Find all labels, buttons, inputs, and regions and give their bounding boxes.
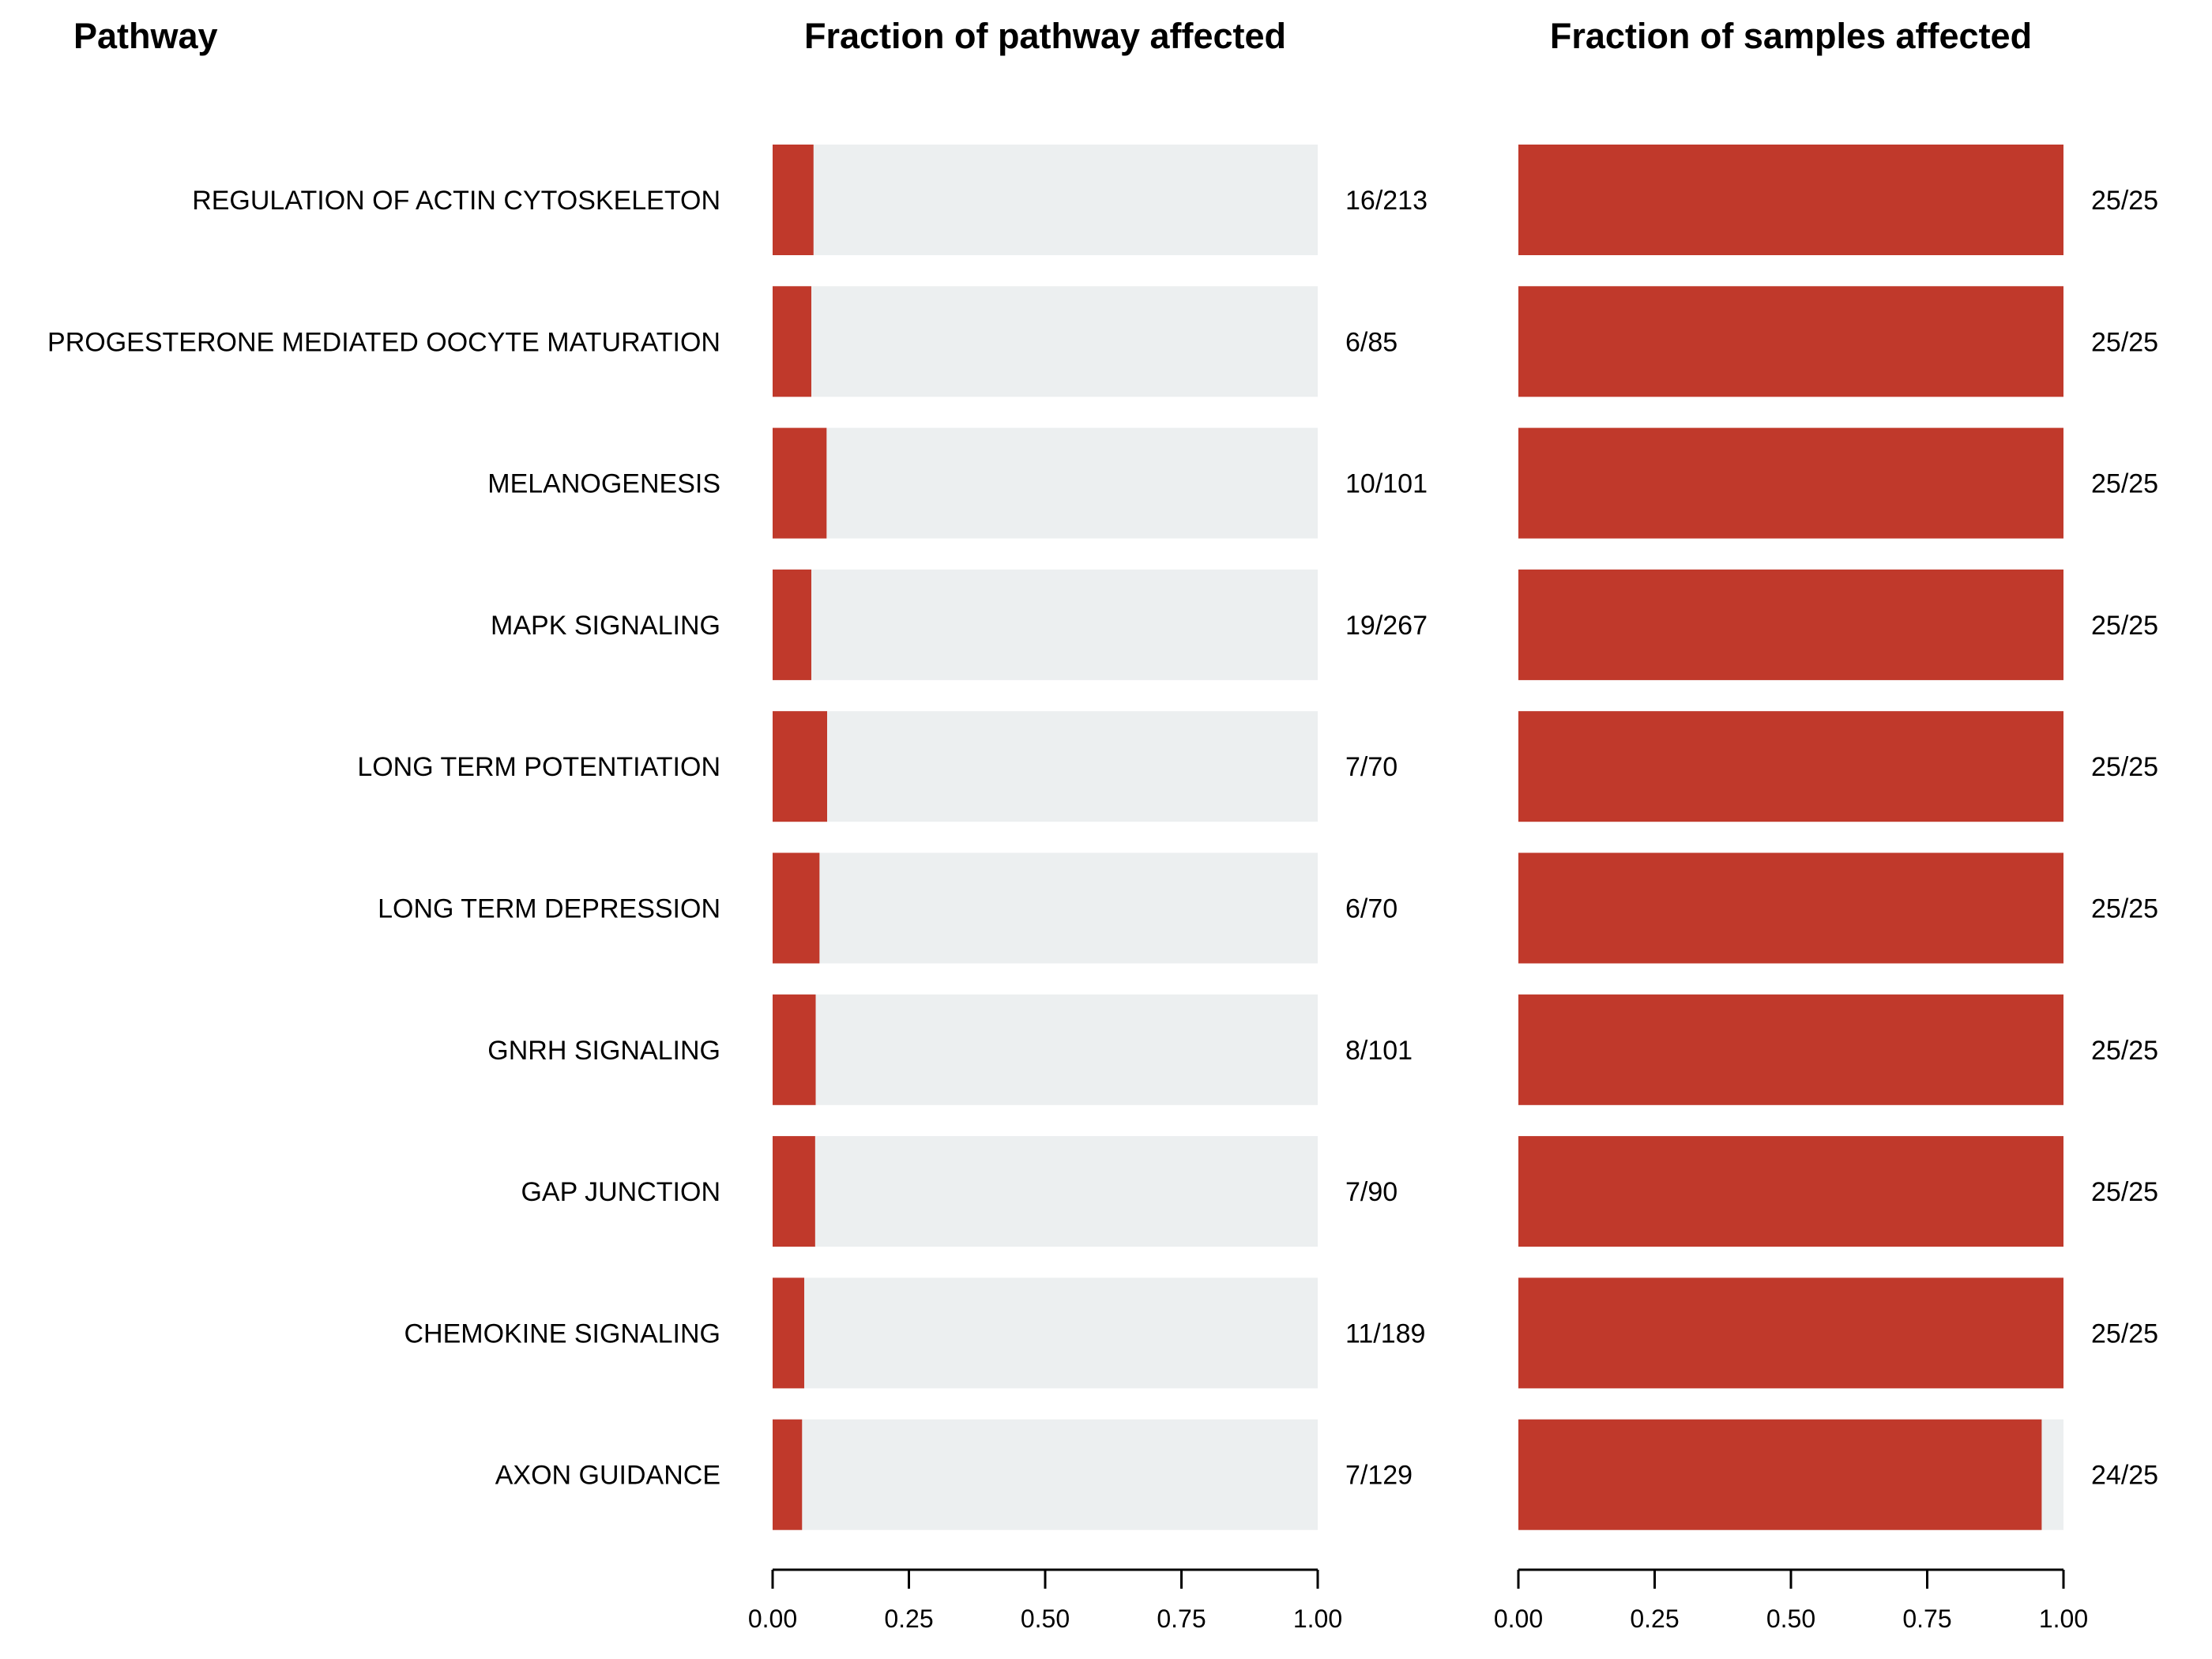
panel-2-tick-label-2: 0.50 (1766, 1604, 1815, 1633)
panel-1-bar-gnrh-signaling (773, 994, 816, 1105)
panel-1-count-label-long-term-potentiation: 7/70 (1345, 752, 1398, 782)
panel-2-bar-axon-guidance (1518, 1419, 2042, 1530)
panel-2-bar-mapk-signaling (1518, 569, 2063, 680)
panel-2-bar-gnrh-signaling (1518, 994, 2063, 1105)
panel-2-count-label-chemokine-signaling: 25/25 (2091, 1319, 2158, 1349)
panel-2-bar-long-term-potentiation (1518, 711, 2063, 822)
panel-1-background-bar-gnrh-signaling (773, 994, 1318, 1105)
chart-panels: Fraction of pathway affected 16/213 6/85 10… (748, 16, 2158, 1633)
row-label-regulation-of-actin-cytoskeleton: REGULATION OF ACTIN CYTOSKELETON (192, 186, 720, 216)
panel-2-count-label-long-term-depression: 25/25 (2091, 894, 2158, 924)
panel-2-count-label-gnrh-signaling: 25/25 (2091, 1036, 2158, 1066)
panel-1-count-label-mapk-signaling: 19/267 (1345, 611, 1428, 641)
panel-2-bar-progesterone-mediated-oocyte-maturation (1518, 286, 2063, 397)
panel-1-background-bar-mapk-signaling (773, 569, 1318, 680)
panel-2-bar-gap-junction (1518, 1136, 2063, 1247)
panel-1-background-bar-long-term-depression (773, 852, 1318, 964)
panel-2-tick-label-4: 1.00 (2039, 1604, 2088, 1633)
panel-1-bar-long-term-potentiation (773, 711, 827, 822)
panel-1-tick-label-2: 0.50 (1021, 1604, 1070, 1633)
panel-1-bar-mapk-signaling (773, 569, 811, 680)
panel-1: Fraction of pathway affected 16/213 6/85 10… (748, 16, 1428, 1633)
panel-2-bar-chemokine-signaling (1518, 1277, 2063, 1389)
panel-2-title: Fraction of samples affected (1550, 16, 2032, 56)
panel-1-background-bar-gap-junction (773, 1136, 1318, 1247)
panel-1-count-label-chemokine-signaling: 11/189 (1345, 1319, 1425, 1349)
row-label-melanogenesis: MELANOGENESIS (487, 469, 720, 499)
panel-2: Fraction of samples affected 25/25 25/25 25… (1494, 16, 2158, 1633)
panel-2-count-label-mapk-signaling: 25/25 (2091, 611, 2158, 641)
panel-1-bar-long-term-depression (773, 852, 820, 964)
row-label-gnrh-signaling: GNRH SIGNALING (487, 1036, 720, 1066)
panel-2-count-label-regulation-of-actin-cytoskeleton: 25/25 (2091, 186, 2158, 216)
panel-2-count-label-long-term-potentiation: 25/25 (2091, 752, 2158, 782)
row-label-axon-guidance: AXON GUIDANCE (495, 1461, 720, 1491)
panel-2-tick-label-0: 0.00 (1494, 1604, 1543, 1633)
panel-1-title: Fraction of pathway affected (804, 16, 1286, 56)
panel-2-tick-label-3: 0.75 (1902, 1604, 1951, 1633)
panel-2-bar-regulation-of-actin-cytoskeleton (1518, 145, 2063, 255)
row-label-progesterone-mediated-oocyte-maturation: PROGESTERONE MEDIATED OOCYTE MATURATION (47, 327, 720, 357)
row-label-long-term-potentiation: LONG TERM POTENTIATION (357, 752, 720, 782)
panel-2-count-label-gap-junction: 25/25 (2091, 1177, 2158, 1207)
panel-1-count-label-regulation-of-actin-cytoskeleton: 16/213 (1345, 186, 1428, 216)
pathway-row-labels: REGULATION OF ACTIN CYTOSKELETON PROGESTE… (47, 186, 720, 1491)
panel-1-tick-label-1: 0.25 (884, 1604, 933, 1633)
panel-1-tick-label-0: 0.00 (748, 1604, 797, 1633)
panel-1-count-label-long-term-depression: 6/70 (1345, 894, 1398, 924)
pathway-column-header: Pathway (73, 16, 218, 56)
panel-1-count-label-axon-guidance: 7/129 (1345, 1461, 1413, 1491)
panel-1-bar-axon-guidance (773, 1419, 803, 1530)
panel-1-bar-regulation-of-actin-cytoskeleton (773, 145, 814, 255)
panel-1-count-label-gap-junction: 7/90 (1345, 1177, 1398, 1207)
panel-2-count-label-axon-guidance: 24/25 (2091, 1461, 2158, 1491)
panel-2-bar-long-term-depression (1518, 852, 2063, 964)
panel-1-background-bar-regulation-of-actin-cytoskeleton (773, 145, 1318, 255)
row-label-chemokine-signaling: CHEMOKINE SIGNALING (404, 1319, 720, 1349)
panel-2-count-label-melanogenesis: 25/25 (2091, 469, 2158, 499)
panel-1-background-bar-melanogenesis (773, 427, 1318, 539)
panel-1-bar-melanogenesis (773, 427, 827, 539)
panel-2-bar-melanogenesis (1518, 427, 2063, 539)
panel-1-bar-progesterone-mediated-oocyte-maturation (773, 286, 811, 397)
row-label-mapk-signaling: MAPK SIGNALING (491, 611, 720, 641)
panel-1-tick-label-4: 1.00 (1293, 1604, 1342, 1633)
panel-1-count-label-melanogenesis: 10/101 (1345, 469, 1428, 499)
row-label-gap-junction: GAP JUNCTION (521, 1177, 720, 1207)
panel-1-tick-label-3: 0.75 (1157, 1604, 1206, 1633)
panel-1-bar-chemokine-signaling (773, 1277, 805, 1389)
panel-2-tick-label-1: 0.25 (1630, 1604, 1679, 1633)
panel-1-count-label-gnrh-signaling: 8/101 (1345, 1036, 1413, 1066)
panel-2-count-label-progesterone-mediated-oocyte-maturation: 25/25 (2091, 327, 2158, 357)
panel-1-bar-gap-junction (773, 1136, 815, 1247)
panel-1-background-bar-progesterone-mediated-oocyte-maturation (773, 286, 1318, 397)
row-label-long-term-depression: LONG TERM DEPRESSION (378, 894, 720, 924)
panel-1-background-bar-axon-guidance (773, 1419, 1318, 1530)
panel-1-background-bar-chemokine-signaling (773, 1277, 1318, 1389)
panel-1-background-bar-long-term-potentiation (773, 711, 1318, 822)
panel-1-count-label-progesterone-mediated-oocyte-maturation: 6/85 (1345, 327, 1398, 357)
